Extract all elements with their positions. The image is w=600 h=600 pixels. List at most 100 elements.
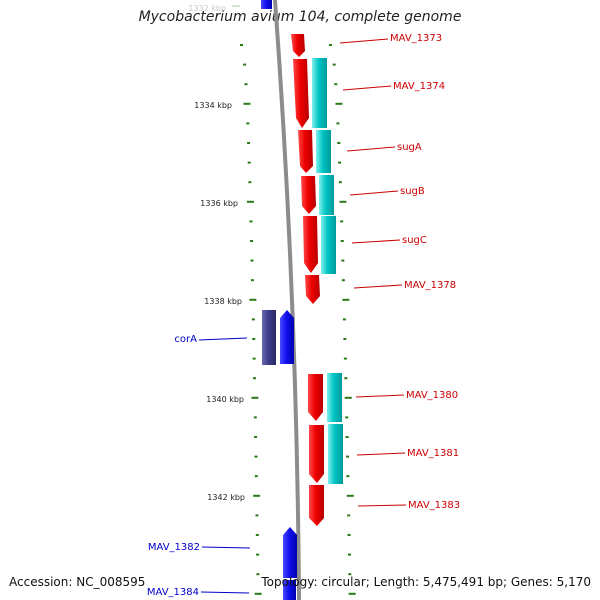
ruler-tick-major (246, 200, 254, 203)
gene-label-mav-1381[interactable]: MAV_1381 (407, 448, 459, 459)
ruler-tick-minor (255, 534, 259, 536)
ruler-label-1336: 1336 kbp (200, 199, 238, 208)
ruler-labels: 1332 kbp 1334 kbp 1336 kbp 1338 kbp 1340… (188, 4, 245, 502)
gene-arrow-mav-1382[interactable] (283, 527, 297, 578)
ruler-tick-minor (347, 553, 351, 556)
forward-gene-track (291, 34, 324, 526)
gene-arrow-mav-1381[interactable] (309, 425, 324, 483)
ruler-tick-major (346, 494, 354, 497)
ruler-label-1334: 1334 kbp (194, 101, 232, 110)
ruler-label-1338: 1338 kbp (204, 297, 242, 306)
ruler-tick-minor (254, 455, 258, 458)
gene-arrow-sugc[interactable] (303, 216, 318, 273)
ruler-tick-major (335, 102, 343, 105)
cds-block-cora[interactable] (262, 310, 276, 365)
ruler-tick-minor (244, 83, 248, 86)
ruler-tick-major (342, 298, 350, 301)
gene-labels: MAV_1373 MAV_1374 sugA sugB sugC MAV_137… (147, 33, 460, 598)
cds-block-mav-1374[interactable] (312, 58, 327, 128)
ruler-tick-major (249, 298, 257, 301)
ruler-tick-minor (243, 63, 247, 66)
ruler-tick-minor (253, 416, 257, 419)
ruler-tick-minor (246, 122, 250, 125)
ruler-tick-minor (337, 142, 341, 144)
cds-block-mav-1380[interactable] (327, 373, 342, 422)
ruler-ticks-left (240, 44, 262, 595)
gene-arrow-mav-1373[interactable] (291, 34, 305, 57)
accession-text: Accession: NC_008595 (9, 575, 146, 589)
ruler-tick-major (344, 396, 352, 399)
ruler-tick-major (251, 396, 259, 399)
ruler-tick-major (348, 592, 356, 595)
ruler-tick-minor (329, 44, 332, 46)
ruler-tick-minor (248, 181, 252, 184)
ruler-tick-minor (340, 220, 344, 223)
gene-arrow-suga[interactable] (298, 130, 313, 173)
label-leader-lines (198, 38, 407, 594)
ruler-label-1342: 1342 kbp (207, 493, 245, 502)
ruler-tick-faded (232, 5, 240, 7)
ruler-tick-minor (251, 318, 255, 321)
ruler-tick-minor (340, 240, 344, 242)
ruler-tick-minor (253, 377, 257, 380)
ruler-tick-major (254, 592, 262, 595)
ruler-tick-minor (336, 122, 340, 125)
ruler-tick-minor (346, 455, 350, 458)
ruler-tick-minor (254, 436, 258, 438)
ruler-tick-minor (343, 357, 347, 360)
ruler-tick-minor (250, 259, 254, 262)
ruler-tick-minor (247, 142, 251, 144)
ruler-tick-minor (249, 240, 253, 242)
ruler-ticks-right (329, 44, 356, 595)
ruler-tick-minor (338, 161, 342, 164)
gene-arrow-sugb[interactable] (301, 176, 316, 214)
gene-arrow-mav-1384[interactable] (283, 580, 296, 600)
gene-arrow-mav-1374[interactable] (293, 59, 309, 128)
cds-block-suga[interactable] (316, 130, 331, 173)
cds-block-sugc[interactable] (321, 216, 336, 274)
gene-label-sugc[interactable]: sugC (402, 235, 427, 246)
gene-arrow-mav-1380[interactable] (308, 374, 323, 421)
gene-arrow-mav-1378[interactable] (305, 275, 320, 304)
ruler-tick-minor (247, 161, 251, 164)
cds-block-sugb[interactable] (319, 175, 334, 215)
ruler-tick-major (339, 200, 347, 203)
ruler-tick-minor (240, 44, 243, 46)
ruler-tick-minor (334, 83, 338, 86)
gene-label-mav-1380[interactable]: MAV_1380 (406, 390, 458, 401)
gene-arrow-mav-1383[interactable] (309, 485, 324, 526)
ruler-tick-minor (341, 279, 345, 282)
gene-label-mav-1374[interactable]: MAV_1374 (393, 81, 445, 92)
ruler-tick-minor (332, 63, 336, 66)
ruler-tick-minor (347, 514, 351, 517)
ruler-tick-minor (255, 514, 259, 517)
gene-arrow-cora[interactable] (280, 310, 294, 364)
ruler-tick-minor (252, 338, 256, 340)
gene-label-suga[interactable]: sugA (397, 142, 422, 153)
genome-summary-text: Topology: circular; Length: 5,475,491 bp… (261, 575, 591, 589)
gene-label-mav-1382[interactable]: MAV_1382 (148, 542, 200, 553)
ruler-tick-major (253, 494, 261, 497)
genome-backbone (273, 0, 301, 600)
ruler-tick-minor (254, 475, 258, 478)
gene-label-mav-1378[interactable]: MAV_1378 (404, 280, 456, 291)
ruler-tick-minor (250, 279, 254, 282)
gene-label-sugb[interactable]: sugB (400, 186, 425, 197)
ruler-tick-minor (338, 181, 342, 184)
forward-cds-track (312, 58, 343, 484)
ruler-label-1332: 1332 kbp (188, 4, 226, 13)
cds-block-mav-1381[interactable] (328, 424, 343, 484)
ruler-tick-minor (344, 377, 348, 380)
ruler-tick-minor (249, 220, 253, 223)
gene-label-mav-1383[interactable]: MAV_1383 (408, 500, 460, 511)
reverse-gene-track (262, 310, 297, 600)
gene-label-mav-1384[interactable]: MAV_1384 (147, 587, 199, 598)
gene-label-cora[interactable]: corA (174, 334, 197, 345)
ruler-tick-major (243, 102, 251, 105)
gene-label-mav-1373[interactable]: MAV_1373 (390, 33, 442, 44)
ruler-tick-minor (348, 573, 352, 576)
gene-arrow-top-partial[interactable] (261, 0, 272, 9)
ruler-tick-minor (256, 553, 260, 556)
